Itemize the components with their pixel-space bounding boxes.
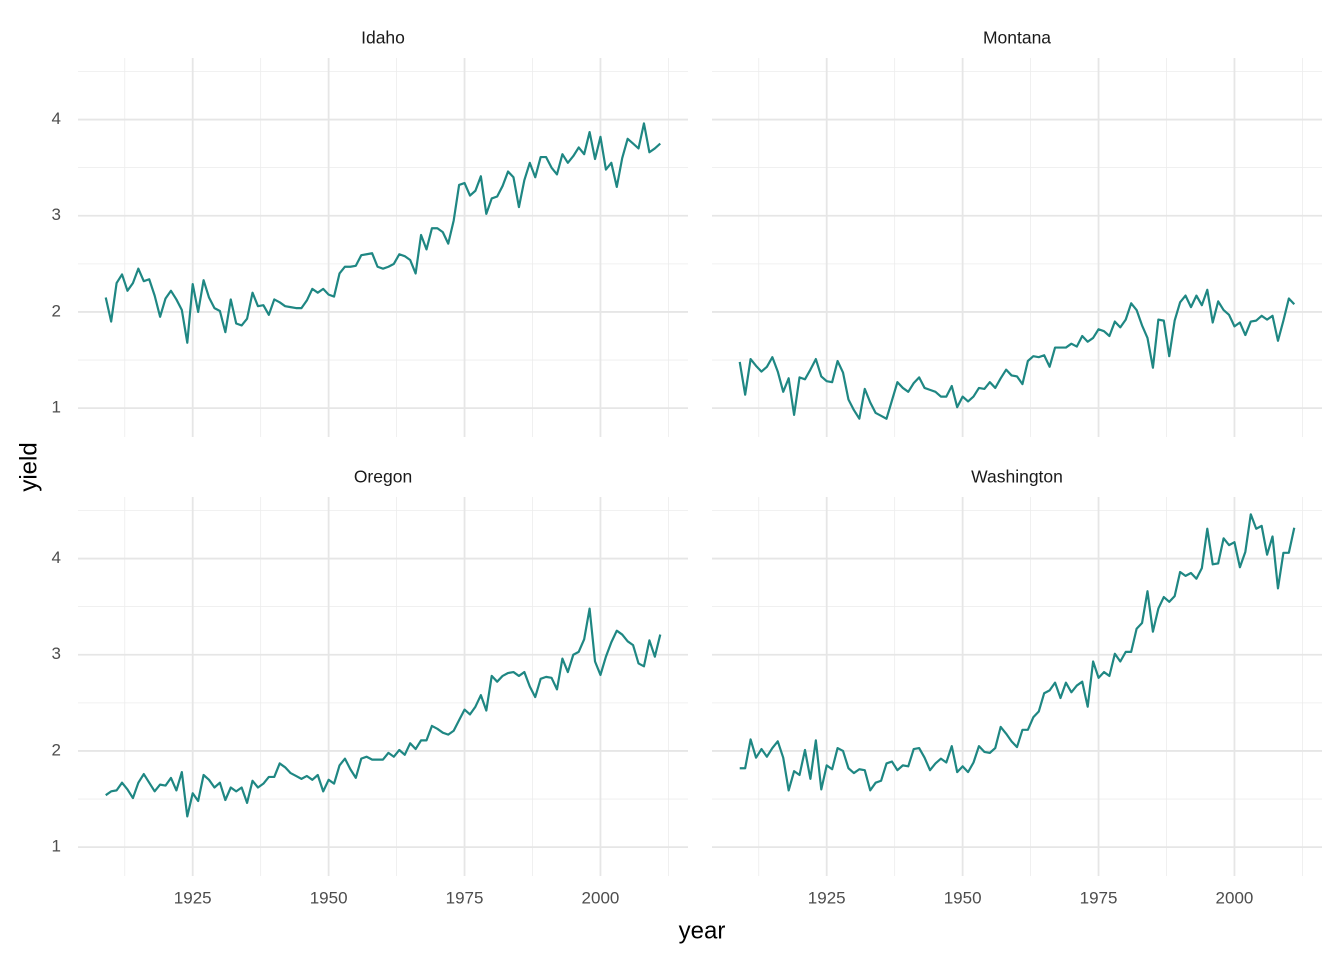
y-tick-label: 4 (52, 109, 61, 128)
y-tick-label: 2 (52, 301, 61, 320)
y-axis-title: yield (15, 442, 42, 491)
x-tick-label: 1950 (944, 888, 982, 907)
panel-title: Idaho (361, 28, 405, 48)
panel-title: Oregon (354, 467, 412, 487)
y-tick-label: 2 (52, 740, 61, 759)
panel-title: Washington (971, 467, 1063, 487)
y-tick-label: 1 (52, 837, 61, 856)
x-tick-label: 1925 (174, 888, 212, 907)
x-tick-label: 1950 (310, 888, 348, 907)
x-tick-label: 1925 (808, 888, 846, 907)
series-line (104, 122, 661, 344)
x-tick-label: 2000 (582, 888, 620, 907)
series-line (738, 288, 1296, 420)
y-tick-label: 4 (52, 548, 61, 567)
x-axis-title: year (679, 917, 726, 944)
y-tick-label: 3 (52, 205, 61, 224)
series-line (739, 513, 1296, 792)
series-line (105, 607, 662, 818)
y-tick-label: 1 (52, 398, 61, 417)
x-tick-label: 2000 (1216, 888, 1254, 907)
x-tick-label: 1975 (446, 888, 484, 907)
y-tick-label: 3 (52, 644, 61, 663)
x-tick-label: 1975 (1080, 888, 1118, 907)
panel-title: Montana (983, 28, 1051, 48)
